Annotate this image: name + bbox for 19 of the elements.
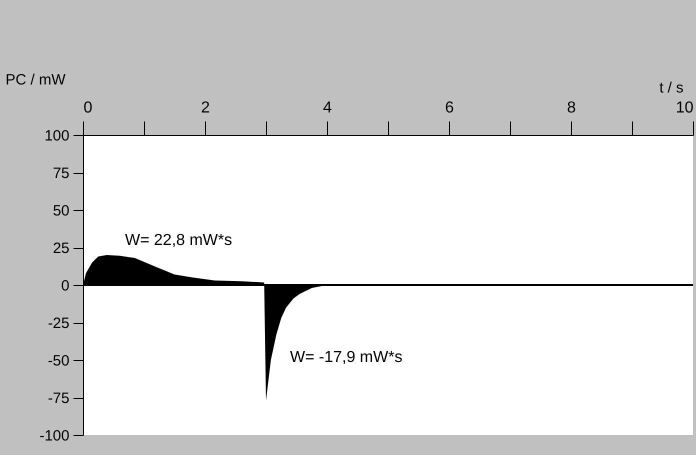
y-tick-label: 0 bbox=[61, 278, 70, 294]
x-axis-title: t / s bbox=[659, 80, 684, 96]
y-tick-label: 25 bbox=[52, 240, 70, 257]
annotation: W= -17,9 mW*s bbox=[290, 349, 402, 366]
y-tick-label: -25 bbox=[48, 315, 70, 332]
x-tick-label: 6 bbox=[445, 100, 454, 116]
annotation: W= 22,8 mW*s bbox=[125, 232, 232, 249]
y-tick-label: 50 bbox=[52, 202, 70, 220]
y-tick-label: -75 bbox=[48, 390, 70, 407]
x-tick-label: 8 bbox=[567, 100, 576, 116]
y-tick-label: -100 bbox=[39, 428, 70, 444]
x-tick-label: 4 bbox=[323, 100, 332, 116]
x-tick-label: 10 bbox=[676, 100, 694, 116]
x-tick-label: 2 bbox=[201, 100, 210, 116]
y-axis-title: PC / mW bbox=[6, 72, 66, 88]
y-tick-label: 75 bbox=[52, 165, 70, 182]
y-tick-label: 100 bbox=[44, 128, 70, 144]
y-tick-label: -50 bbox=[48, 352, 70, 370]
x-tick-label: 0 bbox=[84, 100, 92, 116]
